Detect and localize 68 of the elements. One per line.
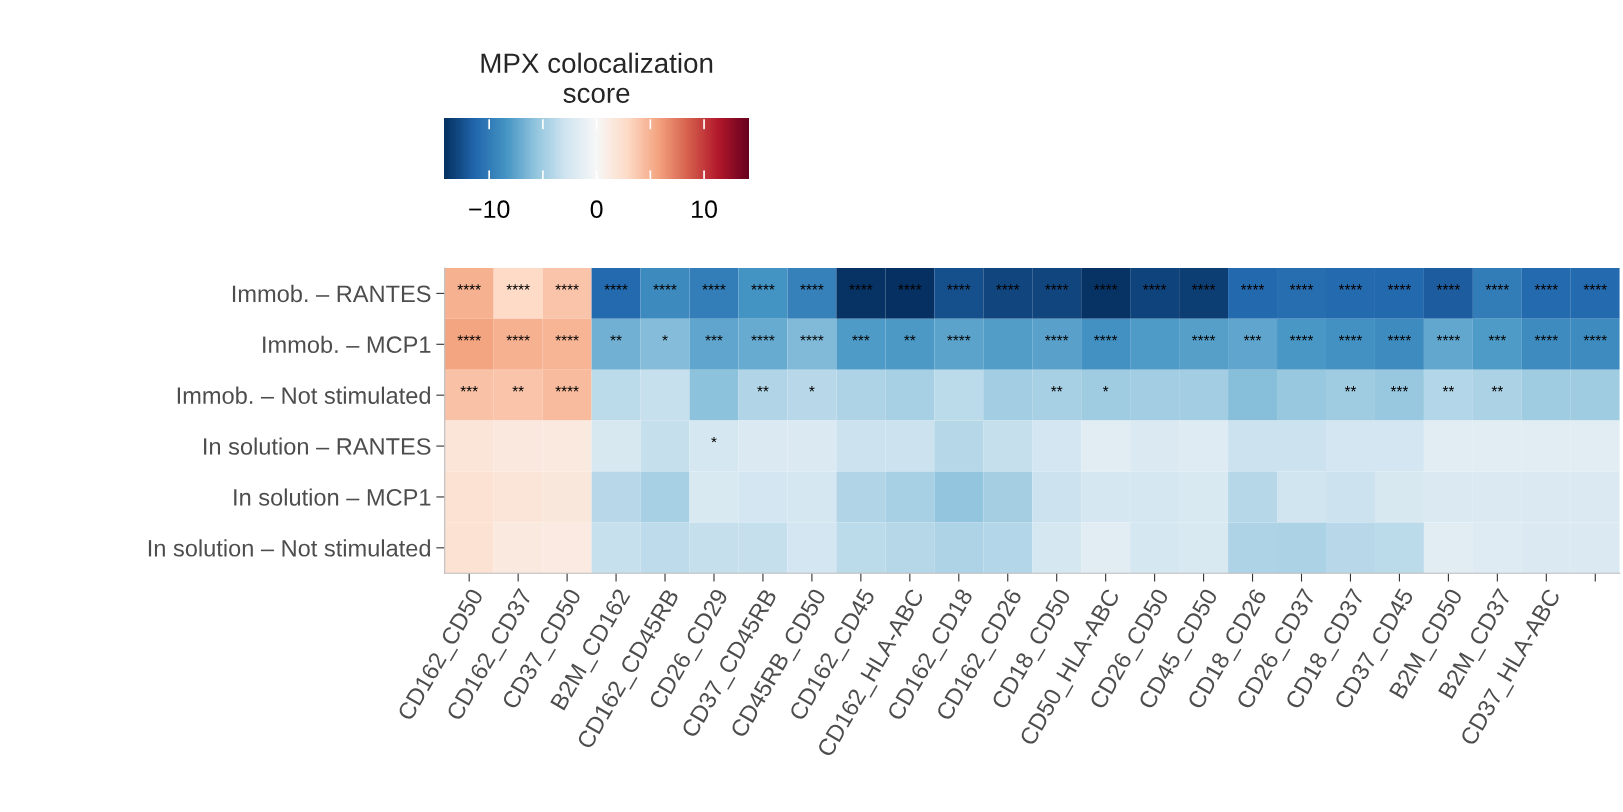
data-label: ****	[1387, 335, 1412, 341]
data-label: ****	[751, 284, 775, 290]
data-label: ****	[604, 284, 628, 290]
data-label: ****	[898, 284, 922, 290]
data-label: **	[1051, 386, 1063, 392]
data-label: **	[610, 335, 622, 341]
data-label: ****	[1485, 284, 1509, 290]
data-label: ****	[506, 284, 530, 290]
data-label: ****	[506, 335, 530, 341]
data-label: ***	[1243, 335, 1262, 341]
data-label: ****	[947, 335, 971, 341]
data-label: *	[1102, 386, 1109, 392]
data-label: ****	[1289, 284, 1314, 290]
data-label: ****	[1534, 335, 1558, 341]
y-tick-label: In solution – Not stimulated	[148, 539, 430, 557]
data-label: **	[757, 386, 769, 392]
data-label: ***	[460, 386, 478, 392]
data-label: ****	[555, 386, 579, 392]
data-label: ****	[1534, 284, 1558, 290]
data-label: ****	[1387, 284, 1412, 290]
data-label: ****	[1191, 284, 1216, 290]
data-label: ***	[1488, 335, 1507, 341]
data-label: ****	[653, 284, 677, 290]
y-tick-label: Immob. – MCP1	[263, 335, 431, 354]
data-label: ****	[800, 284, 824, 290]
data-label: ****	[1436, 284, 1461, 290]
data-label: ****	[1338, 284, 1363, 290]
color-bar-label: 0	[590, 200, 603, 219]
data-label: ****	[1094, 284, 1118, 290]
color-bar-title: MPX colocalization score	[481, 52, 713, 103]
data-label: ****	[751, 335, 775, 341]
data-label: ****	[702, 284, 726, 290]
data-label: ****	[947, 284, 971, 290]
data-label: ****	[1191, 335, 1216, 341]
data-label: ****	[1142, 284, 1167, 290]
data-label: ****	[1240, 284, 1265, 290]
data-label: ****	[1045, 284, 1069, 290]
data-label: **	[1344, 386, 1357, 392]
data-label: ****	[457, 335, 481, 341]
y-tick-label: Immob. – RANTES	[232, 284, 431, 303]
data-label: ****	[1338, 335, 1363, 341]
data-label: ****	[1583, 335, 1607, 341]
data-label: ****	[1289, 335, 1314, 341]
data-label: *	[711, 436, 717, 443]
data-label: **	[1442, 386, 1455, 392]
data-label: ****	[1045, 335, 1069, 341]
data-label: ****	[800, 335, 824, 341]
color-bar-label: −10	[469, 200, 510, 219]
data-label: ****	[849, 284, 873, 290]
data-label: ****	[1436, 335, 1461, 341]
data-label: ****	[1583, 284, 1607, 290]
data-label: **	[1491, 386, 1504, 392]
y-tick-label: In solution – RANTES	[204, 437, 431, 455]
y-tick-label: In solution – MCP1	[234, 488, 431, 506]
data-label: ****	[555, 335, 579, 341]
data-label: *	[809, 386, 815, 392]
data-label: ****	[996, 284, 1020, 290]
data-label: ***	[1390, 386, 1409, 392]
data-label: ****	[457, 284, 481, 290]
data-label: ****	[1094, 335, 1118, 341]
data-label: *	[662, 335, 668, 341]
data-label: **	[904, 335, 916, 341]
data-label: **	[512, 386, 524, 392]
data-label: ***	[705, 335, 723, 341]
data-label: ****	[555, 284, 579, 290]
color-bar-label: 10	[692, 200, 717, 219]
y-tick-label: Immob. – Not stimulated	[177, 386, 430, 404]
data-label: ***	[852, 335, 870, 341]
